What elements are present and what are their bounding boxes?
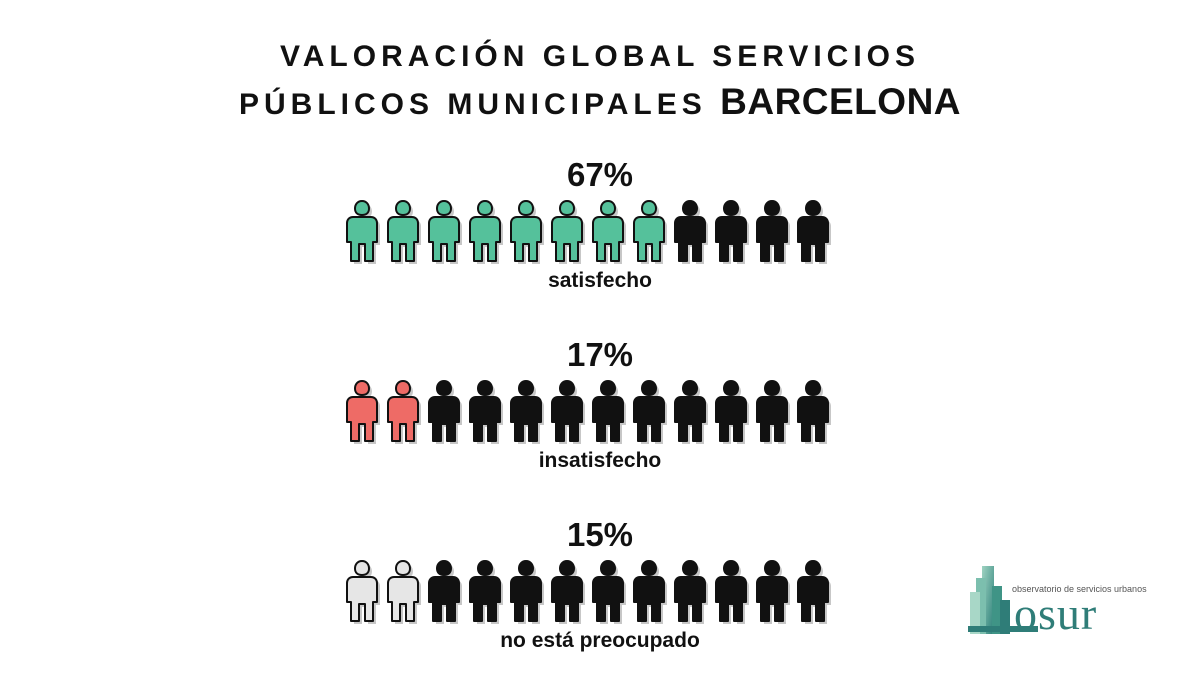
icon-row-satisfecho [345,200,835,264]
logo-tagline: observatorio de servicios urbanos [1012,584,1147,594]
person-icon [428,200,462,264]
person-icon [674,560,708,624]
percent-no-preocupado: 15% [566,516,634,553]
person-icon [674,200,708,264]
icon-row-insatisfecho [345,380,835,444]
person-icon [674,380,708,444]
person-icon [551,560,585,624]
person-icon [633,200,667,264]
person-icon [715,380,749,444]
person-icon [756,560,790,624]
person-icon [592,200,626,264]
chart-title: VALORACIÓN GLOBAL SERVICIOS PÚBLICOS MUN… [0,34,1200,127]
percent-satisfecho: 67% [566,156,634,193]
person-icon [469,380,503,444]
person-icon [715,200,749,264]
person-icon [510,200,544,264]
person-icon [387,200,421,264]
person-icon [797,200,831,264]
person-icon [756,200,790,264]
person-icon [387,380,421,444]
person-icon [797,380,831,444]
person-icon [510,560,544,624]
title-line-2-text: PÚBLICOS MUNICIPALES [238,88,707,121]
label-insatisfecho: insatisfecho [538,449,662,472]
percent-insatisfecho: 17% [566,336,634,373]
person-icon [633,560,667,624]
person-icon [551,380,585,444]
person-icon [510,380,544,444]
person-icon [592,560,626,624]
person-icon [756,380,790,444]
person-icon [469,560,503,624]
stacked-buildings-logo [968,566,1038,634]
person-icon [469,200,503,264]
label-satisfecho: satisfecho [548,269,652,292]
title-city: BARCELONA [720,81,962,122]
person-icon [387,560,421,624]
person-icon [551,200,585,264]
person-icon [428,380,462,444]
person-icon [592,380,626,444]
person-icon [346,380,380,444]
person-icon [428,560,462,624]
person-icon [346,200,380,264]
logo-wordmark: osur [1014,588,1098,639]
person-icon [346,560,380,624]
person-icon [797,560,831,624]
person-icon [715,560,749,624]
person-icon [633,380,667,444]
title-line-1: VALORACIÓN GLOBAL SERVICIOS [279,40,921,73]
title-line-2: PÚBLICOS MUNICIPALES BARCELONA [0,79,1200,127]
osur-logo: observatorio de servicios urbanos osur [968,560,1158,640]
label-no-preocupado: no está preocupado [500,629,700,652]
icon-row-no-preocupado [345,560,835,624]
